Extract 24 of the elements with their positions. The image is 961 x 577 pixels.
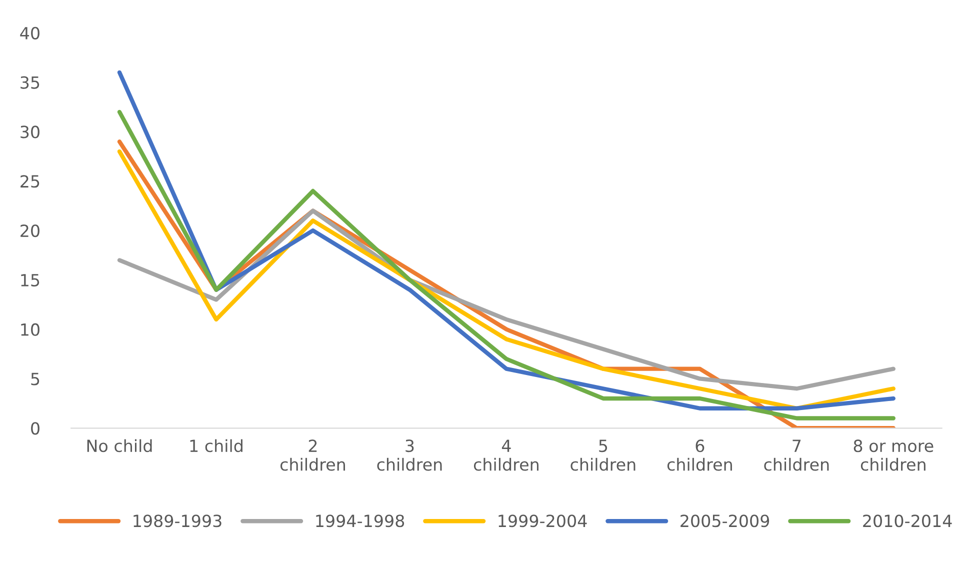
y-tick-label: 10 [21, 323, 40, 336]
y-tick-label: 0 [31, 422, 40, 435]
x-tick-label: 1 child [190, 439, 242, 452]
legend-label: 1989-1993 [134, 514, 222, 528]
y-tick-label: 20 [20, 224, 40, 238]
x-tick-label: No child [87, 439, 152, 452]
x-tick-label: 4 children [474, 440, 538, 471]
y-tick-label: 5 [31, 372, 40, 386]
x-tick-label: 5 children [570, 440, 636, 471]
legend-label: 1994-1998 [316, 514, 404, 528]
line-series [117, 208, 896, 391]
x-tick-label: 8 or more children [854, 440, 934, 471]
legend-label: 2010-2014 [863, 514, 952, 528]
x-tick-label: 7 children [764, 440, 829, 471]
legend-label: 1999-2004 [498, 514, 587, 528]
x-tick-label: 6 children [667, 440, 732, 471]
y-tick-label: 30 [20, 126, 40, 138]
x-tick-label: 2 children [280, 440, 345, 471]
x-tick-label: 3 children [377, 440, 442, 471]
y-tick-label: 35 [20, 76, 40, 89]
legend-label: 2005-2009 [680, 514, 770, 528]
y-tick-label: 40 [20, 26, 40, 40]
y-tick-label: 25 [20, 175, 40, 188]
y-tick-label: 15 [21, 274, 40, 286]
